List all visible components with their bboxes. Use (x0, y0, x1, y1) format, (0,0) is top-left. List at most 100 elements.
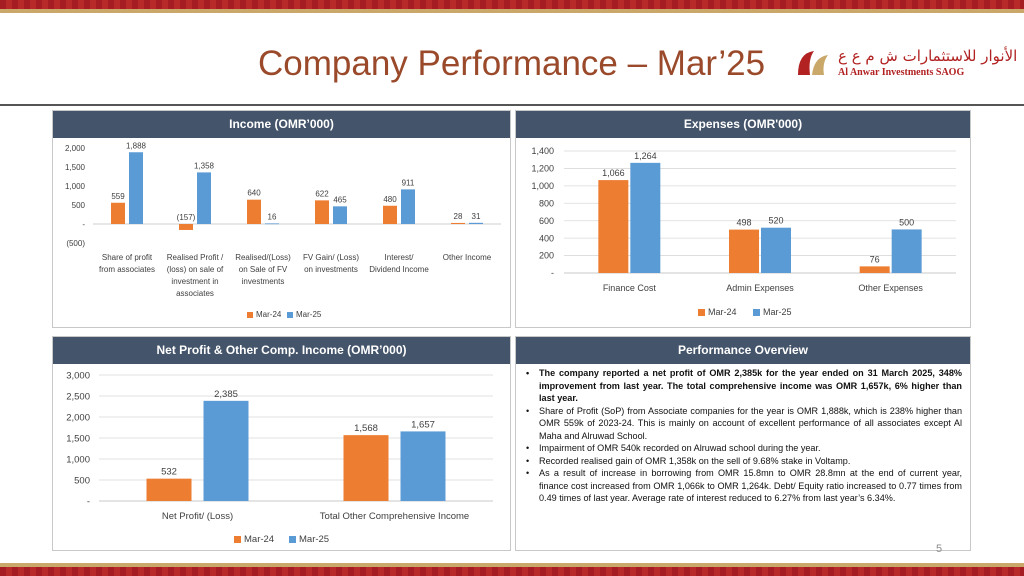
bar-mar-25 (197, 172, 211, 224)
y-tick-label: - (87, 496, 90, 507)
y-tick-label: 2,500 (66, 391, 90, 402)
y-tick-label: (500) (66, 239, 85, 248)
bar-mar-25 (630, 162, 661, 273)
data-label: 532 (161, 467, 177, 478)
net-profit-panel: Net Profit & Other Comp. Income (OMR’000… (52, 336, 511, 551)
legend-swatch (247, 312, 253, 318)
overview-bullet: • Impairment of OMR 540k recorded on Alru… (526, 443, 821, 453)
category-label: investment in (171, 277, 218, 286)
category-label: from associates (99, 265, 155, 274)
overview-bullet: • As a result of increase in borrowing fr… (526, 468, 962, 503)
data-label: 2,385 (214, 389, 238, 400)
legend-swatch (698, 309, 705, 316)
top-gold-stripe (0, 9, 1024, 13)
y-tick-label: 1,500 (65, 163, 86, 172)
bullet-icon: • (526, 468, 530, 478)
category-label: associates (176, 289, 214, 298)
bar-mar-25 (469, 222, 483, 224)
bar-mar-24 (598, 180, 629, 273)
income-panel-title: Income (OMR’000) (53, 111, 510, 138)
data-label: (157) (177, 213, 196, 222)
logo-mark-icon (798, 51, 828, 75)
bullet-icon: • (526, 405, 530, 416)
page-title: Company Performance – Mar’25 (258, 44, 766, 83)
y-tick-label: 600 (539, 216, 554, 226)
legend-swatch (234, 536, 241, 543)
y-tick-label: 3,000 (66, 370, 90, 381)
category-label: Net Profit/ (Loss) (162, 511, 233, 522)
bar-mar-25 (333, 206, 347, 224)
overview-bullet-list: • The company reported a net profit of OM… (524, 367, 962, 505)
y-tick-label: 1,400 (531, 146, 554, 156)
y-tick-label: 800 (539, 198, 554, 208)
page-number: 5 (936, 543, 943, 555)
data-label: 498 (736, 218, 751, 228)
expenses-chart: 1,400 1,200 1,000 800 600 400 200 - 1,066 1,264 Fi… (531, 146, 956, 317)
category-label: Other Expenses (858, 283, 923, 293)
y-tick-label: - (82, 220, 85, 229)
bar-mar-24 (859, 266, 890, 273)
logo-arabic-text: الأنوار للاستثمارات ش م ع ع (838, 47, 1018, 65)
data-label: 911 (402, 178, 415, 187)
overview-bullet: • The company reported a net profit of OM… (526, 368, 962, 403)
data-label: 1,888 (126, 141, 147, 150)
category-label: Other Income (443, 253, 492, 262)
legend-swatch (287, 312, 293, 318)
data-label: 559 (111, 192, 125, 201)
legend-label: Mar-25 (763, 307, 792, 317)
bottom-decorative-band (0, 567, 1024, 576)
data-label: 465 (333, 195, 347, 204)
y-tick-label: 1,200 (531, 164, 554, 174)
expenses-panel: Expenses (OMR'000) 1,400 1,200 1,000 800 600… (515, 110, 971, 328)
bar-mar-24 (179, 224, 193, 230)
bar-mar-24 (343, 435, 389, 501)
y-tick-label: 500 (74, 475, 90, 486)
overview-bullet: • Recorded realised gain of OMR 1,358k on… (526, 455, 851, 466)
category-label: Dividend Income (369, 265, 429, 274)
data-label: 640 (247, 189, 261, 198)
y-tick-label: 1,000 (65, 182, 86, 191)
legend-label: Mar-25 (299, 534, 329, 545)
data-label: 31 (472, 212, 481, 221)
y-tick-label: 500 (72, 201, 86, 210)
y-tick-label: - (551, 268, 554, 278)
bullet-icon: • (526, 368, 530, 378)
bar-mar-24 (451, 222, 465, 224)
category-label: Finance Cost (603, 283, 657, 293)
title-divider (0, 104, 1024, 106)
bar-mar-25 (891, 229, 922, 273)
data-label: 28 (454, 212, 463, 221)
legend-label: Mar-24 (708, 307, 737, 317)
category-label: Admin Expenses (726, 283, 794, 293)
y-tick-label: 2,000 (66, 412, 90, 423)
bar-mar-24 (247, 199, 261, 224)
legend-label: Mar-24 (256, 310, 282, 319)
y-tick-label: 200 (539, 251, 554, 261)
bullet-icon: • (526, 443, 530, 453)
bar-mar-25 (400, 431, 446, 501)
data-label: 1,264 (634, 151, 657, 161)
legend-swatch (289, 536, 296, 543)
data-label: 1,066 (602, 168, 625, 178)
performance-overview-panel: Performance Overview • The company report… (515, 336, 971, 551)
bar-mar-25 (203, 400, 249, 501)
overview-bullet: • Share of Profit (SoP) from Associate co… (526, 405, 962, 441)
y-tick-label: 1,500 (66, 433, 90, 444)
legend-label: Mar-24 (244, 534, 274, 545)
bullet-icon: • (526, 455, 530, 466)
category-label: Realised/(Loss) (235, 253, 291, 262)
income-chart: 2,000 1,500 1,000 500 - (500) 559 1,888 Share of… (65, 141, 501, 319)
y-tick-label: 1,000 (531, 181, 554, 191)
category-label: on investments (304, 265, 358, 274)
net-profit-chart: 3,000 2,500 2,000 1,500 1,000 500 - 532 2,385 Net… (66, 370, 493, 545)
category-label: FV Gain/ (Loss) (303, 253, 359, 262)
category-label: Share of profit (102, 253, 153, 262)
category-label: Realised Profit / (167, 253, 224, 262)
bar-mar-25 (761, 227, 791, 273)
data-label: 622 (315, 189, 329, 198)
category-label: Total Other Comprehensive Income (320, 511, 469, 522)
data-label: 76 (870, 254, 880, 264)
company-logo: الأنوار للاستثمارات ش م ع ع Al Anwar Inv… (794, 45, 1017, 81)
y-tick-label: 1,000 (66, 454, 90, 465)
bar-mar-24 (315, 200, 329, 224)
